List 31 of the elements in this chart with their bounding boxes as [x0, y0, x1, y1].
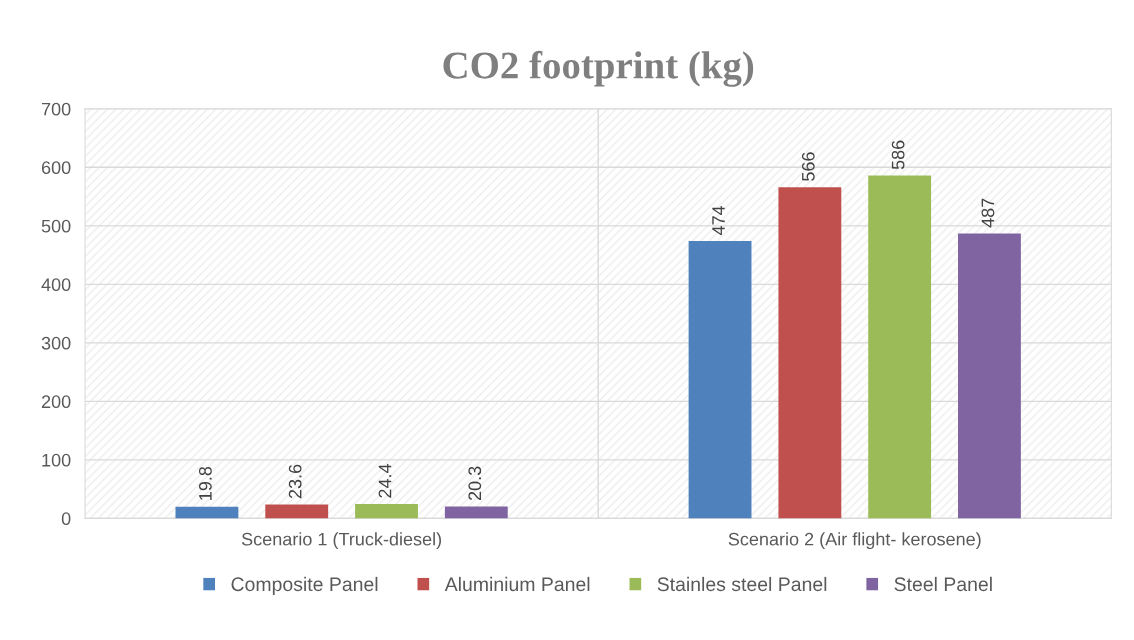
y-tick-label: 300	[41, 336, 71, 350]
bar	[868, 175, 932, 519]
data-label: 19.8	[198, 466, 212, 500]
data-label: 20.3	[468, 466, 482, 501]
legend-label: Composite Panel	[231, 576, 378, 595]
y-tick-label: 500	[41, 219, 71, 233]
data-label: 24.4	[378, 463, 392, 498]
legend-label: Steel Panel	[894, 576, 992, 592]
data-label: 586	[891, 140, 905, 170]
x-tick-label: Scenario 1 (Truck-diesel)	[241, 532, 442, 550]
y-tick-label: 200	[41, 395, 71, 409]
legend-label: Stainles steel Panel	[657, 576, 827, 592]
bar	[265, 504, 329, 519]
chart-title: CO2 footprint (kg)	[443, 50, 754, 87]
y-tick-label: 0	[61, 512, 71, 526]
y-tick-label: 400	[41, 278, 71, 292]
y-tick-label: 600	[41, 161, 71, 175]
bar	[175, 506, 239, 519]
bar	[688, 241, 752, 519]
y-tick-label: 100	[42, 453, 71, 467]
data-label: 474	[712, 205, 725, 236]
legend-label: Aluminium Panel	[444, 576, 590, 592]
data-label: 487	[981, 198, 995, 228]
data-label: 566	[801, 152, 815, 181]
x-tick-label: Scenario 2 (Air flight- kerosene)	[728, 532, 981, 550]
bar	[958, 233, 1021, 519]
data-label: 23.6	[288, 464, 302, 499]
y-tick-label: 700	[41, 102, 71, 116]
bar	[778, 187, 842, 519]
bar	[444, 506, 508, 519]
bar	[355, 504, 418, 519]
